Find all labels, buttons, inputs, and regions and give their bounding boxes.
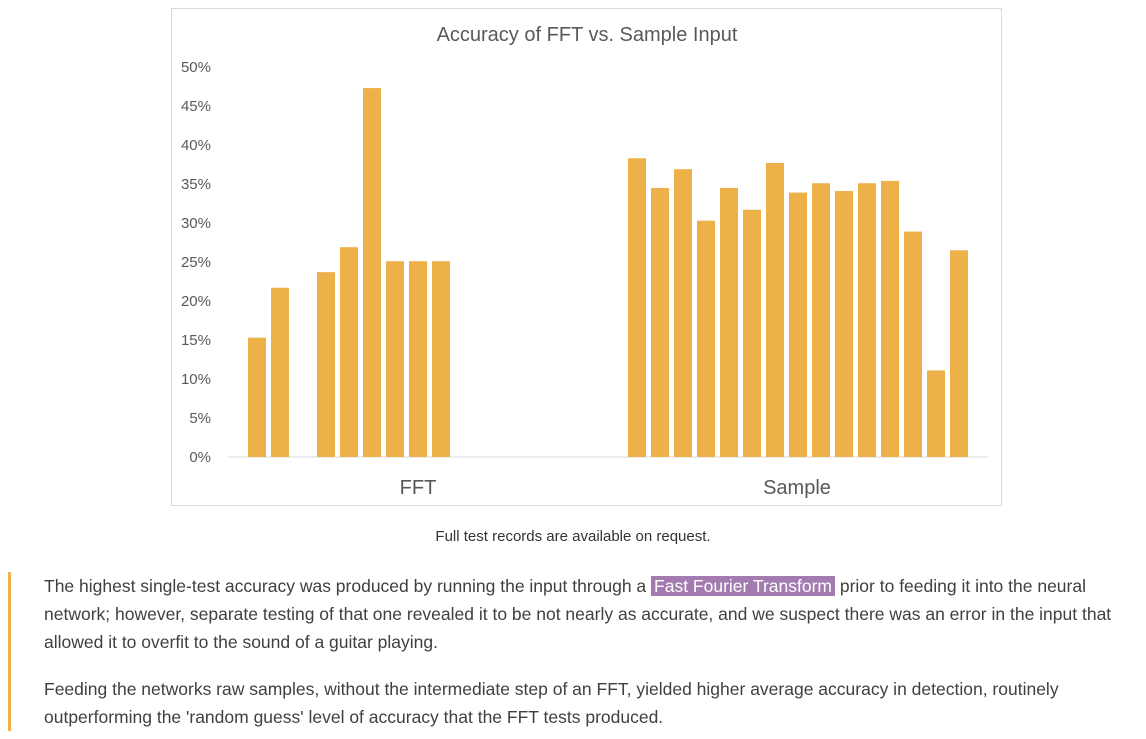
y-tick-label: 0% bbox=[189, 449, 211, 466]
article-blockquote: The highest single-test accuracy was pro… bbox=[8, 572, 1142, 731]
bar bbox=[409, 261, 427, 457]
bar bbox=[858, 183, 876, 457]
chart-title: Accuracy of FFT vs. Sample Input bbox=[437, 24, 738, 46]
bar bbox=[317, 272, 335, 457]
bar bbox=[904, 231, 922, 457]
bar bbox=[363, 88, 381, 457]
bar bbox=[340, 247, 358, 457]
bar bbox=[628, 158, 646, 457]
bar bbox=[720, 187, 738, 457]
bar bbox=[927, 370, 945, 457]
y-tick-label: 5% bbox=[189, 410, 211, 427]
paragraph-2: Feeding the networks raw samples, withou… bbox=[44, 679, 1059, 727]
bar bbox=[766, 162, 784, 457]
y-tick-label: 35% bbox=[181, 176, 211, 193]
bar bbox=[697, 220, 715, 457]
y-tick-label: 25% bbox=[181, 254, 211, 271]
x-category-label: Sample bbox=[763, 477, 831, 499]
paragraph-1: The highest single-test accuracy was pro… bbox=[44, 576, 1112, 652]
bar bbox=[248, 337, 266, 457]
x-category-label: FFT bbox=[400, 477, 437, 499]
bar bbox=[881, 180, 899, 457]
highlight-fft: Fast Fourier Transform bbox=[651, 576, 835, 596]
bar bbox=[386, 261, 404, 457]
y-axis-ticks: 0% 5% 10% 15% 20% 25% 30% 35% 40% 45% 50% bbox=[181, 59, 211, 466]
chart-frame: Accuracy of FFT vs. Sample Input 0% 5% 10%… bbox=[171, 8, 1002, 506]
y-tick-label: 15% bbox=[181, 332, 211, 349]
y-tick-label: 40% bbox=[181, 137, 211, 154]
category-labels: FFT Sample bbox=[400, 477, 831, 499]
bar bbox=[789, 192, 807, 457]
y-tick-label: 50% bbox=[181, 59, 211, 76]
bar bbox=[950, 250, 968, 457]
figure-caption: Full test records are available on reque… bbox=[435, 528, 711, 545]
y-tick-label: 30% bbox=[181, 215, 211, 232]
y-tick-label: 45% bbox=[181, 98, 211, 115]
y-tick-label: 20% bbox=[181, 293, 211, 310]
bar bbox=[432, 261, 450, 457]
bar-chart: Accuracy of FFT vs. Sample Input 0% 5% 10%… bbox=[181, 24, 988, 499]
bar bbox=[651, 187, 669, 457]
bar bbox=[743, 209, 761, 457]
bar bbox=[674, 169, 692, 457]
bar bbox=[835, 191, 853, 457]
y-tick-label: 10% bbox=[181, 371, 211, 388]
bar bbox=[271, 287, 289, 457]
bar bbox=[812, 183, 830, 457]
bars bbox=[248, 88, 968, 457]
